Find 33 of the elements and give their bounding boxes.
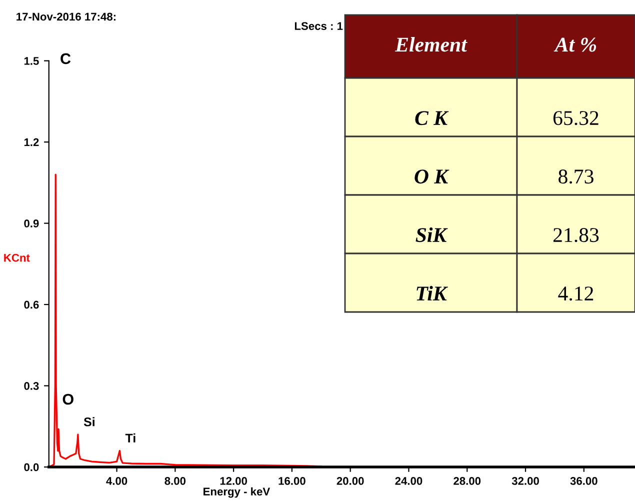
y-tick-label: 0.6 [24,300,39,309]
x-tick-label: 8.00 [164,477,186,485]
x-axis-title: Energy - keV [204,487,270,498]
annotation: 65.32 [553,111,598,126]
text: LSecs : 1 [294,22,343,30]
annotation: Ti [125,433,136,442]
y-tick-label: 0.9 [24,220,39,228]
x-tick-label: 36.00 [570,477,598,485]
annotation: O [62,394,74,405]
y-tick-label: 0.3 [24,382,39,390]
y-tick-label: 1.2 [24,138,39,146]
x-tick-label: 24.00 [395,477,422,485]
text: Element [394,37,468,52]
x-tick-label: 16.00 [278,477,306,485]
y-axis-title: KCnt [4,254,30,262]
annotation: Si [84,417,94,426]
x-tick-label: 28.00 [454,477,481,485]
x-tick-label: 32.00 [512,477,539,485]
text: 17-Nov-2016 17:48: [16,12,116,21]
annotation: O K [414,170,450,184]
y-tick-label: 1.5 [24,57,39,65]
annotation: 8.73 [558,170,594,184]
x-tick-label: 20.00 [336,477,364,485]
annotation: 4.12 [558,286,594,301]
y-tick-label: 0.0 [24,463,39,472]
text: At % [554,38,596,52]
annotation: TiK [416,286,448,300]
annotation: SiK [416,227,448,242]
x-tick-label: 12.00 [220,477,248,485]
annotation: C K [415,111,449,126]
x-tick-label: 4.00 [106,477,128,485]
annotation: 21.83 [553,228,599,242]
annotation: C [60,53,71,64]
